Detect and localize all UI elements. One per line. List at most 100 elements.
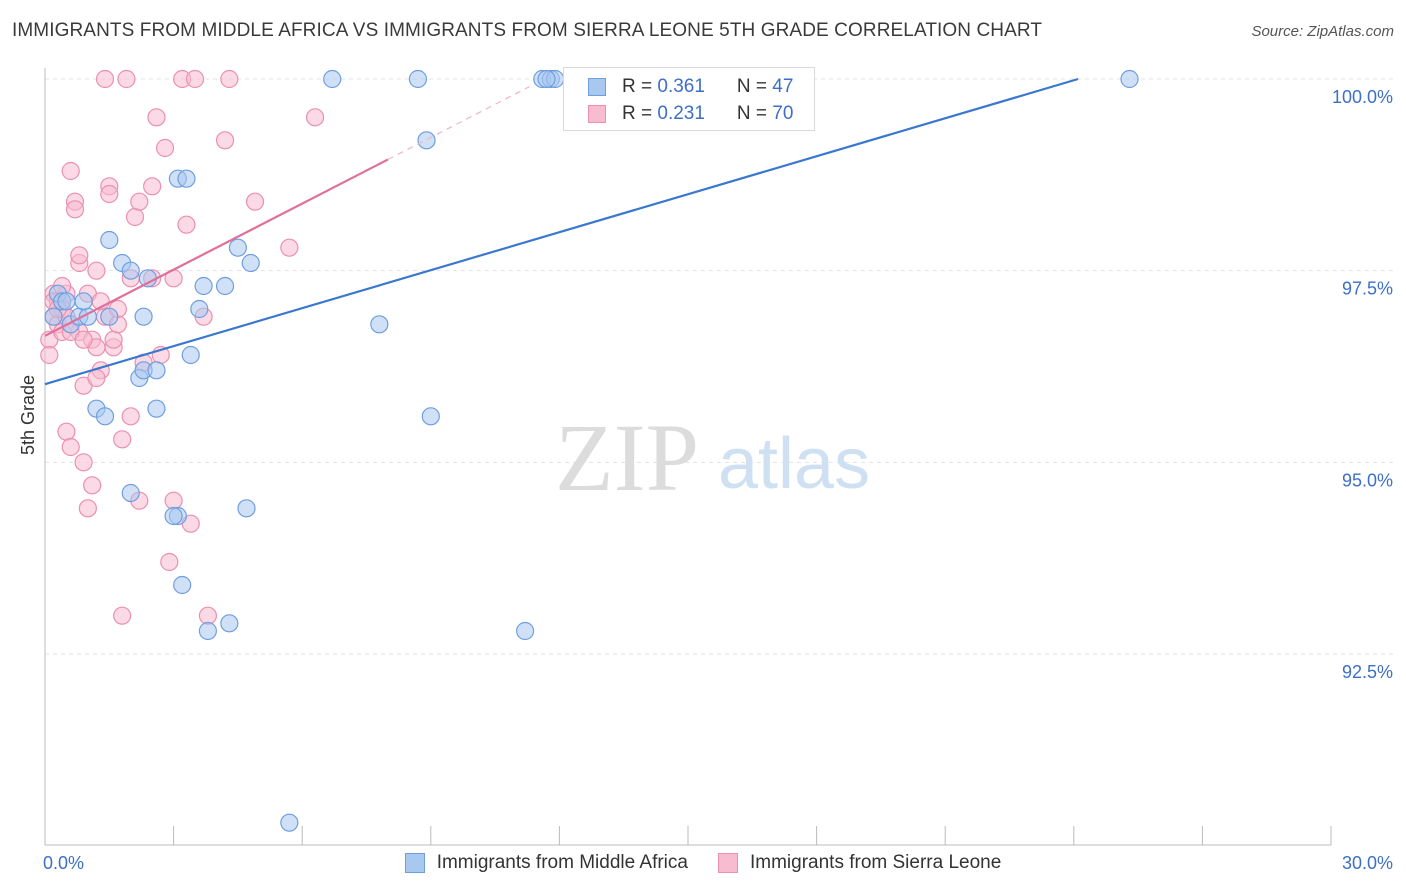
legend-r-value: 0.361 (657, 76, 705, 97)
y-tick-label: 97.5% (1342, 279, 1393, 299)
correlation-legend: R = 0.361 N = 47 R = 0.231 N = 70 (563, 67, 815, 131)
legend-r-value: 0.231 (657, 103, 705, 124)
sierra-leone-point (65, 200, 85, 219)
series-label-sierra-leone: Immigrants from Sierra Leone (749, 852, 1002, 873)
watermark-zip: ZIP (555, 404, 699, 511)
legend-n-value: 70 (772, 103, 794, 124)
middle-africa-point (198, 621, 217, 641)
sierra-leone-point (125, 207, 145, 227)
sierra-leone-point (121, 407, 140, 426)
middle-africa-point (44, 307, 63, 326)
middle-africa-point (147, 361, 166, 380)
series-label-middle-africa: Immigrants from Middle Africa (436, 852, 688, 873)
sierra-leone-point (143, 177, 162, 196)
sierra-leone-point (78, 499, 97, 518)
sierra-leone-point (164, 491, 183, 510)
x-tick-label: 0.0% (43, 853, 84, 873)
sierra-leone-point (113, 606, 132, 625)
legend-swatch-blue (588, 78, 606, 96)
series-legend-middle-africa: Immigrants from Middle Africa (404, 852, 688, 874)
sierra-leone-point (61, 437, 80, 457)
series-middle-africa-points (44, 69, 1139, 832)
sierra-leone-point (117, 69, 136, 89)
y-tick-label: 100.0% (1332, 87, 1393, 107)
sierra-leone-point (198, 606, 217, 625)
axes (44, 68, 1332, 846)
middle-africa-point (100, 307, 119, 326)
sierra-leone-point (130, 192, 149, 211)
y-tick-labels: 92.5% 95.0% 97.5% 100.0% (1332, 87, 1393, 682)
middle-africa-point (147, 399, 166, 418)
y-axis-title: 5th Grade (18, 374, 38, 455)
sierra-leone-point (40, 345, 59, 365)
x-tick-labels: 0.0% 30.0% (43, 853, 1393, 873)
middle-africa-point (241, 253, 260, 273)
sierra-leone-point (95, 69, 115, 89)
sierra-leone-point (160, 552, 179, 572)
middle-africa-point (57, 292, 76, 311)
sierra-leone-point (147, 108, 166, 127)
sierra-leone-point (220, 69, 239, 89)
middle-africa-point (95, 407, 115, 426)
sierra-leone-point (70, 246, 89, 265)
sierra-leone-trend-extension (387, 86, 530, 161)
sierra-leone-point (74, 453, 93, 472)
middle-africa-point (370, 315, 389, 334)
series-legend: Immigrants from Middle Africa Immigrants… (0, 852, 1406, 874)
middle-africa-point (237, 499, 256, 518)
sierra-leone-point (177, 215, 196, 234)
sierra-leone-point (185, 69, 205, 89)
middle-africa-point (134, 307, 153, 326)
legend-n-value: 47 (772, 76, 794, 97)
middle-africa-point (323, 69, 342, 89)
series-swatch-pink (717, 853, 738, 873)
middle-africa-point (417, 131, 436, 150)
sierra-leone-point (104, 330, 123, 349)
legend-r-label: R = (622, 76, 658, 97)
middle-africa-point (121, 483, 140, 503)
sierra-leone-point (87, 368, 106, 388)
sierra-leone-point (245, 192, 265, 211)
sierra-leone-point (100, 184, 119, 204)
middle-africa-point (121, 261, 140, 280)
sierra-leone-point (61, 161, 80, 181)
middle-africa-point (74, 292, 93, 311)
middle-africa-point (220, 614, 239, 633)
legend-row-sierra-leone: R = 0.231 N = 70 (588, 102, 793, 126)
legend-n-label: N = (736, 76, 773, 97)
x-tick-label: 30.0% (1342, 853, 1393, 873)
series-swatch-blue (404, 853, 425, 873)
middle-africa-point (173, 575, 192, 595)
sierra-leone-point (74, 330, 93, 349)
middle-africa-point (228, 238, 247, 257)
middle-africa-trend-line (44, 77, 1079, 386)
sierra-leone-point (87, 261, 106, 280)
middle-africa-point (537, 69, 556, 89)
sierra-leone-point (305, 108, 325, 127)
grid-lines (45, 78, 1395, 655)
sierra-leone-point (57, 422, 76, 441)
y-tick-label: 95.0% (1342, 470, 1393, 490)
watermark-atlas: atlas (718, 424, 870, 504)
middle-africa-point (194, 276, 213, 296)
middle-africa-point (177, 169, 196, 188)
trend-lines (44, 77, 1079, 386)
middle-africa-point (516, 621, 535, 641)
middle-africa-point (1120, 69, 1139, 89)
series-legend-sierra-leone: Immigrants from Sierra Leone (717, 852, 1002, 874)
legend-swatch-pink (588, 105, 606, 123)
sierra-leone-point (83, 476, 102, 495)
sierra-leone-trend-line (44, 158, 389, 337)
y-tick-label: 92.5% (1342, 662, 1393, 682)
middle-africa-point (421, 407, 440, 426)
sierra-leone-point (155, 138, 175, 158)
sierra-leone-point (280, 238, 299, 257)
legend-row-middle-africa: R = 0.361 N = 47 (588, 75, 793, 99)
chart-title: IMMIGRANTS FROM MIDDLE AFRICA VS IMMIGRA… (12, 20, 1043, 41)
middle-africa-point (181, 345, 200, 365)
legend-n-label: N = (736, 103, 773, 124)
source-credit: Source: ZipAtlas.com (1251, 23, 1394, 40)
series-sierra-leone-points (40, 69, 325, 625)
legend-r-label: R = (622, 103, 658, 124)
